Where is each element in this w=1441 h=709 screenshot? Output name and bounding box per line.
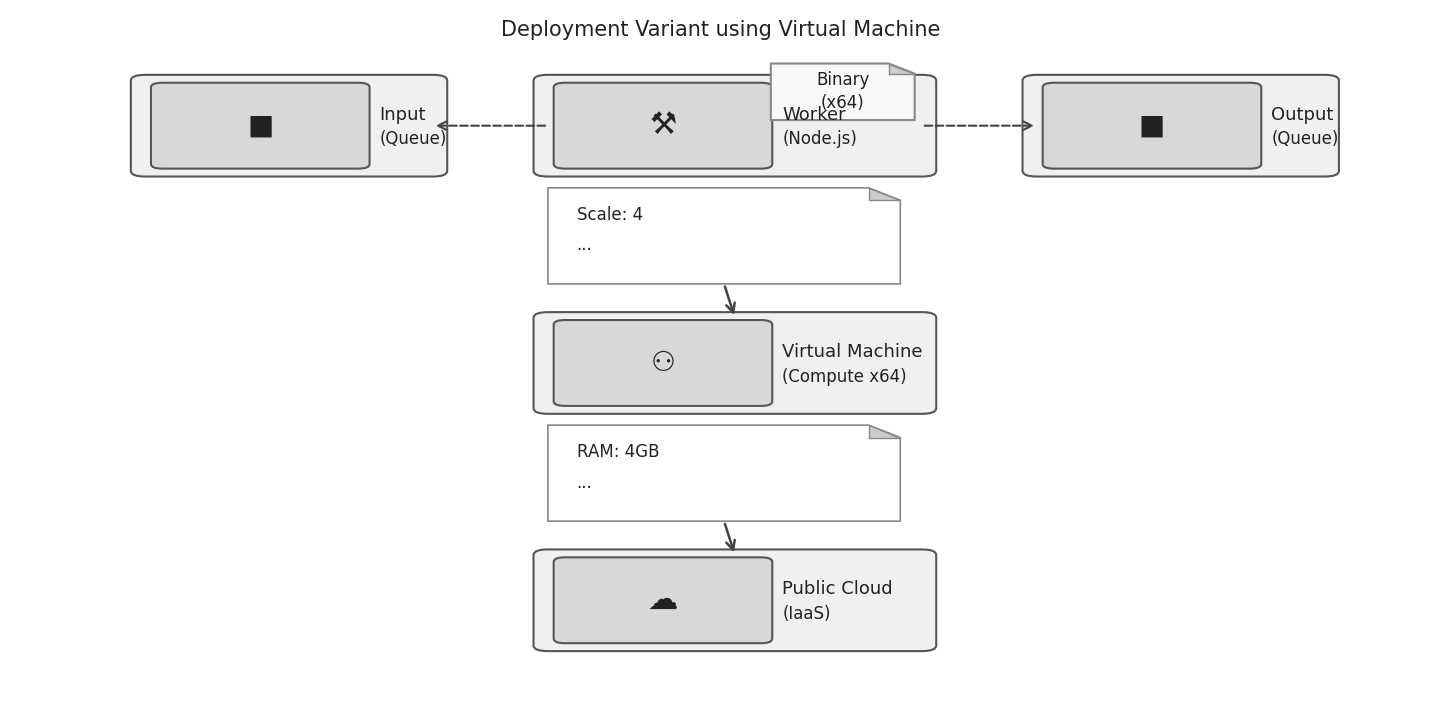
FancyBboxPatch shape <box>131 75 447 177</box>
FancyBboxPatch shape <box>533 312 937 414</box>
Text: ...: ... <box>576 474 592 492</box>
Polygon shape <box>869 188 901 200</box>
Text: (Queue): (Queue) <box>1271 130 1339 148</box>
Polygon shape <box>548 425 901 521</box>
FancyBboxPatch shape <box>533 549 937 651</box>
Polygon shape <box>548 188 901 284</box>
Text: (IaaS): (IaaS) <box>782 605 831 623</box>
Text: Input: Input <box>379 106 427 124</box>
Text: Binary: Binary <box>816 72 869 89</box>
Text: Scale: 4: Scale: 4 <box>576 206 643 224</box>
FancyBboxPatch shape <box>1043 83 1261 169</box>
Text: ⚇: ⚇ <box>650 349 676 377</box>
Text: ■: ■ <box>1138 112 1166 140</box>
Text: ■: ■ <box>248 112 274 140</box>
Text: (Queue): (Queue) <box>379 130 447 148</box>
Text: ☁: ☁ <box>647 586 679 615</box>
Text: Worker: Worker <box>782 106 846 124</box>
FancyBboxPatch shape <box>533 75 937 177</box>
Text: ⚒: ⚒ <box>650 111 677 140</box>
Text: (Node.js): (Node.js) <box>782 130 857 148</box>
FancyBboxPatch shape <box>151 83 369 169</box>
Text: ...: ... <box>576 237 592 255</box>
Text: RAM: 4GB: RAM: 4GB <box>576 443 659 461</box>
Polygon shape <box>771 64 915 120</box>
Text: Virtual Machine: Virtual Machine <box>782 343 922 361</box>
Text: (x64): (x64) <box>821 94 865 112</box>
FancyBboxPatch shape <box>553 320 772 406</box>
Text: Deployment Variant using Virtual Machine: Deployment Variant using Virtual Machine <box>501 20 940 40</box>
Text: Output: Output <box>1271 106 1334 124</box>
FancyBboxPatch shape <box>553 557 772 643</box>
Text: (Compute x64): (Compute x64) <box>782 367 906 386</box>
Polygon shape <box>889 64 915 74</box>
Polygon shape <box>869 425 901 437</box>
Text: Public Cloud: Public Cloud <box>782 581 893 598</box>
FancyBboxPatch shape <box>1023 75 1339 177</box>
FancyBboxPatch shape <box>553 83 772 169</box>
